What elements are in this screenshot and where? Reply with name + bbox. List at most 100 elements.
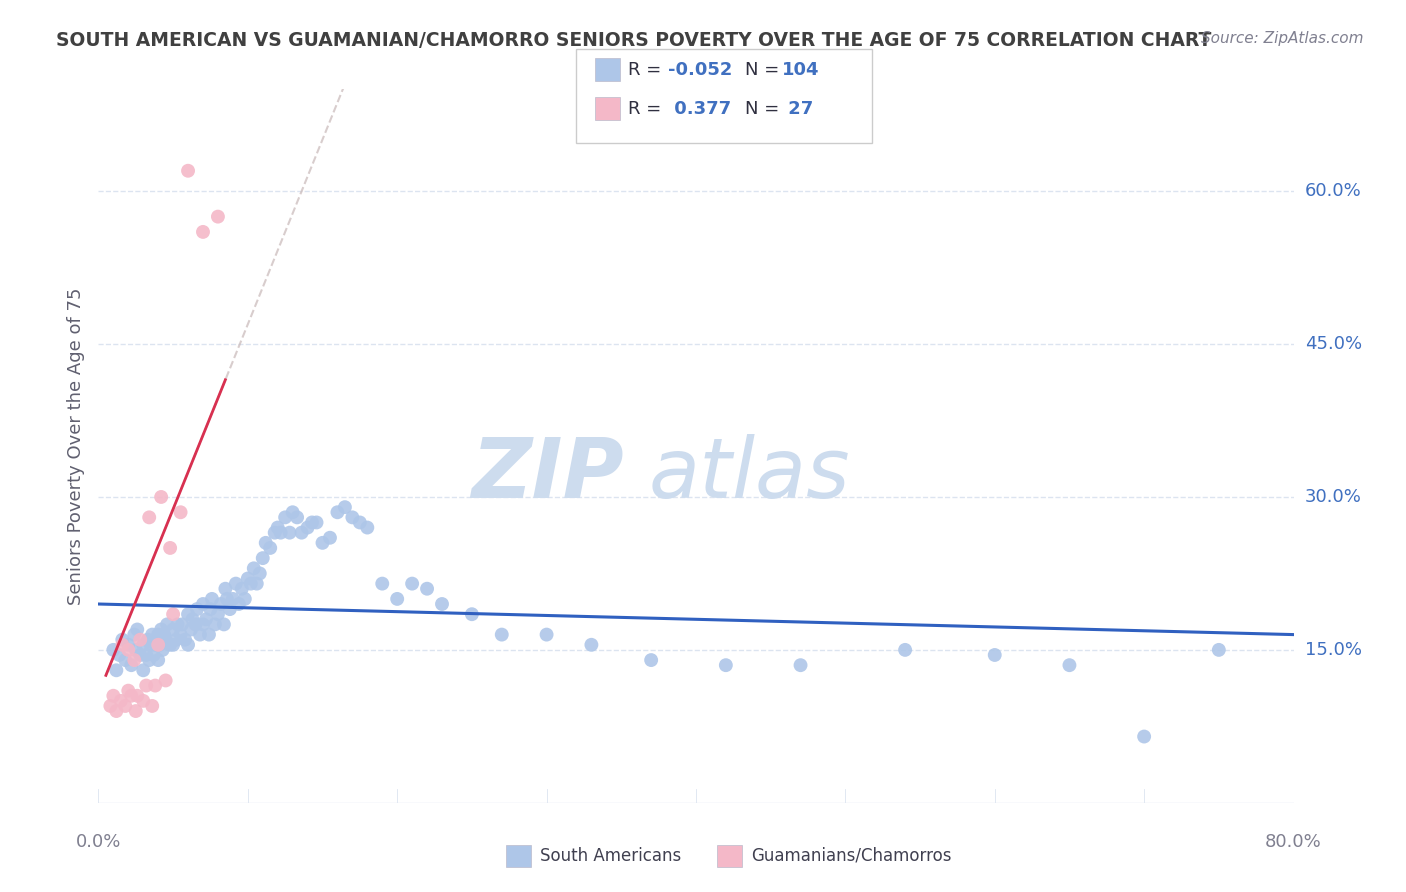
Point bbox=[249, 566, 271, 581]
Point bbox=[166, 617, 188, 632]
Point bbox=[259, 541, 281, 555]
Point bbox=[172, 617, 194, 632]
Point bbox=[105, 663, 128, 677]
Text: 45.0%: 45.0% bbox=[1305, 335, 1362, 353]
Point bbox=[155, 673, 177, 688]
Text: 27: 27 bbox=[782, 100, 813, 118]
Point bbox=[252, 551, 274, 566]
Point bbox=[714, 658, 737, 673]
Point bbox=[326, 505, 349, 519]
Point bbox=[125, 704, 148, 718]
Point bbox=[114, 653, 136, 667]
Point bbox=[349, 516, 371, 530]
Text: 0.0%: 0.0% bbox=[76, 833, 121, 851]
Point bbox=[1059, 658, 1081, 673]
Point bbox=[188, 627, 211, 641]
Point bbox=[132, 694, 155, 708]
Point bbox=[141, 698, 163, 713]
Point bbox=[127, 689, 149, 703]
Point bbox=[110, 694, 132, 708]
Point bbox=[181, 612, 204, 626]
Text: atlas: atlas bbox=[648, 434, 849, 515]
Point bbox=[267, 520, 290, 534]
Point bbox=[155, 632, 177, 647]
Point bbox=[201, 591, 224, 606]
Point bbox=[983, 648, 1005, 662]
Point bbox=[1208, 643, 1230, 657]
Point bbox=[285, 510, 308, 524]
Point bbox=[214, 582, 236, 596]
Point bbox=[150, 490, 173, 504]
Text: R =: R = bbox=[628, 61, 662, 78]
Point bbox=[165, 632, 187, 647]
Point bbox=[278, 525, 301, 540]
Text: South Americans: South Americans bbox=[540, 847, 681, 865]
Point bbox=[1133, 730, 1156, 744]
Point bbox=[333, 500, 356, 515]
Point bbox=[236, 572, 259, 586]
Point bbox=[135, 679, 157, 693]
Point bbox=[152, 643, 174, 657]
Point bbox=[105, 704, 128, 718]
Point bbox=[430, 597, 453, 611]
Text: 104: 104 bbox=[782, 61, 820, 78]
Point bbox=[191, 597, 214, 611]
Text: ZIP: ZIP bbox=[471, 434, 624, 515]
Point bbox=[177, 163, 200, 178]
Point bbox=[180, 623, 202, 637]
Text: Guamanians/Chamorros: Guamanians/Chamorros bbox=[751, 847, 952, 865]
Point bbox=[200, 602, 222, 616]
Point bbox=[263, 525, 285, 540]
Point bbox=[117, 643, 139, 657]
Text: N =: N = bbox=[745, 61, 779, 78]
Point bbox=[108, 648, 131, 662]
Point bbox=[270, 525, 292, 540]
Point bbox=[401, 576, 423, 591]
Point bbox=[640, 653, 662, 667]
Point bbox=[143, 638, 166, 652]
Point bbox=[311, 536, 333, 550]
Point bbox=[297, 520, 319, 534]
Point bbox=[125, 643, 148, 657]
Point bbox=[274, 510, 297, 524]
Point bbox=[290, 525, 312, 540]
Point bbox=[162, 623, 184, 637]
Point bbox=[103, 689, 125, 703]
Point bbox=[142, 648, 165, 662]
Point bbox=[98, 698, 122, 713]
Point bbox=[246, 576, 269, 591]
Point bbox=[132, 638, 155, 652]
Point bbox=[305, 516, 328, 530]
Point bbox=[162, 607, 184, 622]
Point bbox=[191, 225, 214, 239]
Point bbox=[228, 597, 250, 611]
Text: 30.0%: 30.0% bbox=[1305, 488, 1361, 506]
Text: 80.0%: 80.0% bbox=[1265, 833, 1322, 851]
Point bbox=[159, 541, 181, 555]
Point bbox=[162, 638, 184, 652]
Point bbox=[222, 591, 245, 606]
Point bbox=[138, 653, 160, 667]
Y-axis label: Seniors Poverty Over the Age of 75: Seniors Poverty Over the Age of 75 bbox=[66, 287, 84, 605]
Point bbox=[209, 597, 232, 611]
Point bbox=[215, 591, 238, 606]
Point bbox=[184, 617, 207, 632]
Point bbox=[319, 531, 342, 545]
Point bbox=[114, 698, 136, 713]
Point bbox=[135, 648, 157, 662]
Point bbox=[139, 638, 162, 652]
Point bbox=[117, 638, 139, 652]
Point bbox=[169, 505, 191, 519]
Point bbox=[103, 643, 125, 657]
Point bbox=[301, 516, 323, 530]
Point bbox=[111, 632, 134, 647]
Point bbox=[156, 617, 179, 632]
Point bbox=[491, 627, 513, 641]
Text: R =: R = bbox=[628, 100, 662, 118]
Point bbox=[191, 617, 214, 632]
Point bbox=[239, 576, 262, 591]
Point bbox=[342, 510, 364, 524]
Text: 60.0%: 60.0% bbox=[1305, 182, 1361, 200]
Point bbox=[581, 638, 603, 652]
Point bbox=[169, 627, 191, 641]
